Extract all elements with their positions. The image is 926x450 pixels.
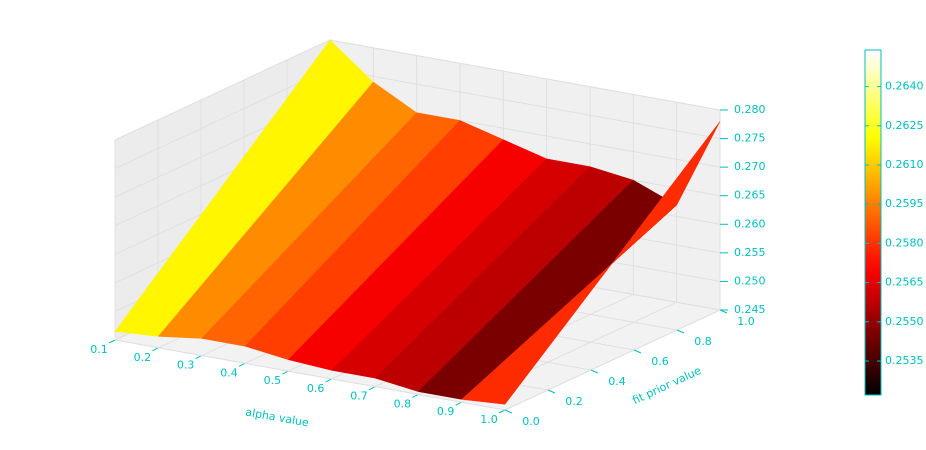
- y-tick-label: 1.0: [737, 315, 755, 328]
- x-axis-label: alpha value: [244, 406, 310, 430]
- grid-line: [114, 68, 331, 170]
- tick-mark: [547, 389, 556, 394]
- grid-line: [114, 39, 331, 141]
- x-tick-label: 0.3: [177, 359, 195, 372]
- z-tick-label: 0.255: [734, 246, 766, 259]
- tick-mark: [368, 386, 376, 391]
- surface-face: [461, 121, 721, 405]
- y-tick-label: 0.4: [608, 375, 626, 388]
- y-axis-label: fit prior value: [630, 364, 703, 407]
- z-tick-label: 0.270: [734, 160, 766, 173]
- y-tick-label: 0.2: [565, 395, 583, 408]
- tick-mark: [590, 369, 599, 374]
- tick-mark: [325, 378, 332, 383]
- tick-mark: [412, 393, 419, 398]
- y-tick-label: 0.8: [694, 335, 712, 348]
- colorbar-tick-label: 0.2640: [885, 80, 924, 93]
- tick-mark: [455, 401, 462, 406]
- colorbar-tick-label: 0.2625: [885, 119, 924, 132]
- z-tick-label: 0.245: [734, 303, 766, 316]
- tick-mark: [238, 362, 246, 367]
- colorbar-tick-label: 0.2565: [885, 276, 924, 289]
- grid-line: [329, 68, 721, 140]
- colorbar-tick-label: 0.2580: [885, 236, 924, 249]
- x-tick-label: 0.7: [350, 390, 368, 403]
- tick-mark: [633, 349, 642, 354]
- y-tick-label: 0.0: [522, 415, 540, 428]
- y-tick-label: 0.6: [651, 355, 669, 368]
- x-tick-label: 0.5: [264, 374, 282, 387]
- x-tick-label: 0.4: [220, 366, 238, 379]
- x-tick-label: 0.1: [90, 343, 108, 356]
- grid-line: [504, 309, 721, 411]
- colorbar-tick-label: 0.2595: [885, 197, 924, 210]
- tick-mark: [498, 409, 506, 414]
- x-tick-label: 0.8: [394, 397, 412, 410]
- z-tick-label: 0.280: [734, 103, 766, 116]
- colorbar-tick-label: 0.2550: [885, 315, 924, 328]
- tick-mark: [108, 339, 116, 344]
- z-tick-label: 0.260: [734, 217, 766, 230]
- x-tick-label: 1.0: [480, 413, 498, 426]
- z-tick-label: 0.275: [734, 132, 766, 145]
- grid-line: [329, 39, 721, 111]
- colorbar-tick-label: 0.2610: [885, 158, 924, 171]
- tick-mark: [195, 355, 202, 360]
- tick-mark: [676, 329, 685, 334]
- tick-mark: [504, 409, 513, 414]
- x-tick-label: 0.2: [134, 351, 152, 364]
- x-tick-label: 0.6: [307, 382, 325, 395]
- z-tick-label: 0.250: [734, 274, 766, 287]
- grid-line: [114, 339, 506, 411]
- tick-mark: [282, 370, 289, 375]
- tick-mark: [152, 347, 159, 352]
- x-tick-label: 0.9: [437, 405, 455, 418]
- z-tick-label: 0.265: [734, 189, 766, 202]
- colorbar-tick-label: 0.2535: [885, 354, 924, 367]
- colorbar: [864, 49, 882, 396]
